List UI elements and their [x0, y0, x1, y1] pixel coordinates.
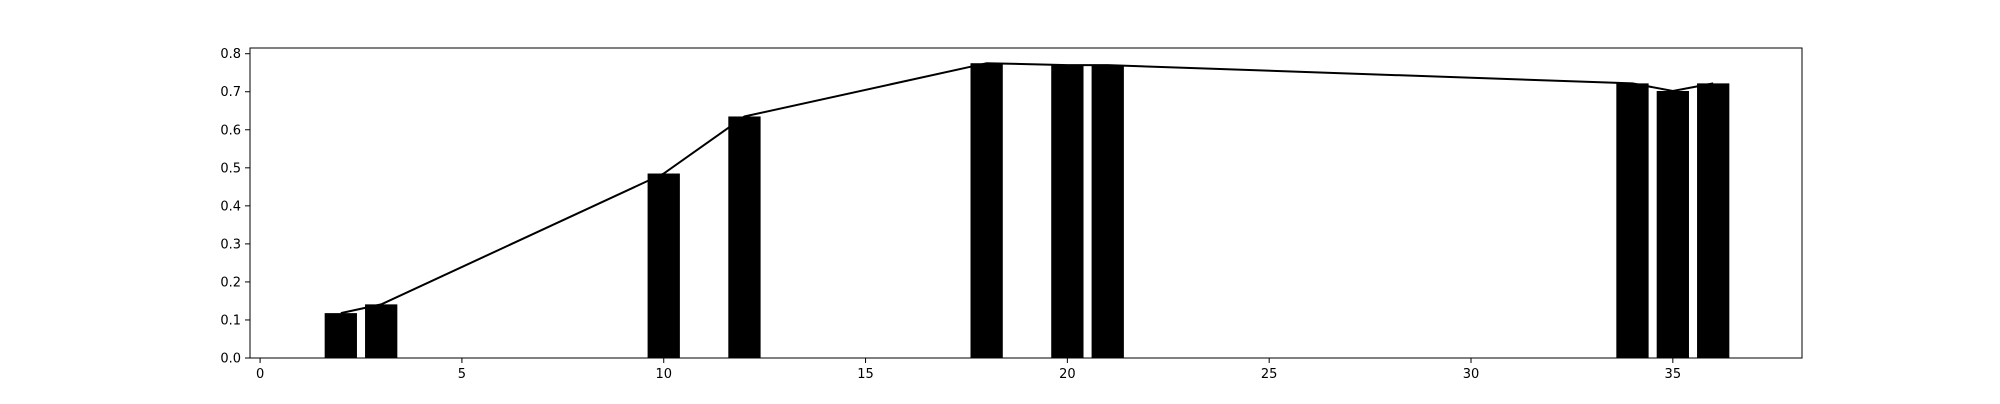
axes-layer	[249, 47, 1803, 359]
x-tick-label: 15	[857, 367, 874, 382]
bar-10	[647, 173, 680, 358]
bar-2	[324, 313, 357, 358]
x-axis-ticks: 0 5 10 15 20 25 30 35	[256, 358, 1681, 382]
series-line	[340, 62, 1714, 315]
y-axis-ticks: 0.0 0.1 0.2 0.3 0.4 0.5 0.6 0.7 0.8	[220, 47, 250, 367]
y-tick-label: 0.3	[220, 237, 241, 252]
x-tick-label: 0	[256, 367, 264, 382]
y-tick-label: 0.0	[220, 352, 241, 367]
y-tick-label: 0.5	[220, 161, 241, 176]
bar-3	[365, 304, 398, 358]
bar-35	[1656, 90, 1689, 358]
y-tick-label: 0.4	[220, 199, 241, 214]
bar-21	[1091, 65, 1124, 359]
bar-34	[1616, 83, 1649, 359]
x-tick-label: 20	[1059, 367, 1076, 382]
bar-12	[728, 116, 761, 358]
bar-20	[1051, 65, 1084, 359]
y-tick-label: 0.6	[220, 123, 241, 138]
y-tick-label: 0.8	[220, 47, 241, 62]
x-tick-label: 25	[1261, 367, 1278, 382]
y-tick-label: 0.2	[220, 275, 241, 290]
bars-layer	[324, 63, 1730, 359]
x-tick-label: 10	[655, 367, 672, 382]
x-tick-label: 5	[458, 367, 466, 382]
bar-18	[970, 63, 1003, 359]
y-tick-label: 0.1	[220, 313, 241, 328]
line-layer	[340, 62, 1714, 315]
plot-frame	[249, 47, 1803, 359]
x-tick-label: 35	[1665, 367, 1682, 382]
bar-36	[1697, 83, 1730, 359]
x-tick-label: 30	[1463, 367, 1480, 382]
y-tick-label: 0.7	[220, 85, 241, 100]
